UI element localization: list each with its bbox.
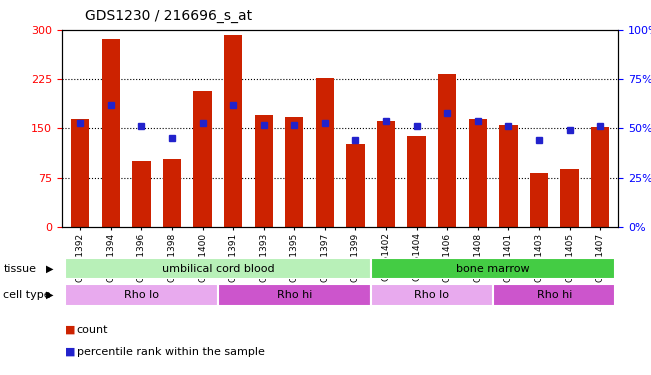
Bar (377, 121, 395, 227)
Bar (193, 91, 212, 227)
Bar (255, 116, 273, 227)
Text: ■: ■ (65, 347, 76, 357)
Text: percentile rank within the sample: percentile rank within the sample (77, 347, 265, 357)
Bar (493, 284, 615, 306)
Bar (285, 117, 303, 227)
Bar (438, 74, 456, 227)
Bar (218, 284, 370, 306)
Bar (346, 144, 365, 227)
Bar (370, 258, 615, 279)
Text: ■: ■ (65, 325, 76, 335)
Text: umbilical cord blood: umbilical cord blood (161, 264, 274, 274)
Bar (316, 78, 334, 227)
Text: GDS1230 / 216696_s_at: GDS1230 / 216696_s_at (85, 9, 252, 23)
Text: ▶: ▶ (46, 290, 53, 300)
Text: Rho lo: Rho lo (124, 290, 159, 300)
Text: Rho hi: Rho hi (536, 290, 572, 300)
Bar (561, 169, 579, 227)
Bar (65, 258, 370, 279)
Bar (370, 284, 493, 306)
Text: count: count (77, 325, 108, 335)
Bar (102, 39, 120, 227)
Text: bone marrow: bone marrow (456, 264, 530, 274)
Text: ▶: ▶ (46, 264, 53, 274)
Bar (71, 118, 89, 227)
Bar (469, 118, 487, 227)
Bar (65, 284, 218, 306)
Bar (224, 35, 242, 227)
Bar (499, 125, 518, 227)
Bar (530, 173, 548, 227)
Text: tissue: tissue (3, 264, 36, 274)
Bar (163, 159, 181, 227)
Bar (408, 136, 426, 227)
Text: Rho hi: Rho hi (277, 290, 312, 300)
Text: Rho lo: Rho lo (415, 290, 449, 300)
Bar (132, 161, 150, 227)
Text: cell type: cell type (3, 290, 51, 300)
Bar (591, 127, 609, 227)
